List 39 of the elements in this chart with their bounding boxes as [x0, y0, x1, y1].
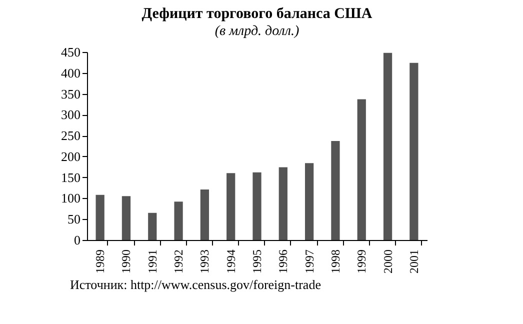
bar — [410, 62, 418, 240]
y-tick-label: 300 — [61, 107, 80, 122]
y-tick-label: 50 — [68, 212, 80, 227]
text: Источник: http://www.census.gov/foreign-trade — [70, 277, 322, 293]
bar — [383, 52, 392, 240]
bar — [122, 196, 131, 240]
bar — [148, 212, 157, 240]
chart-subtitle: (в млрд. долл.) — [214, 24, 300, 39]
bar — [304, 163, 314, 240]
y-tick-label: 450 — [61, 44, 80, 60]
x-tick-label: 1997 — [302, 250, 316, 274]
x-tick-label: 1993 — [198, 250, 212, 274]
x-tick-label: 1989 — [93, 250, 108, 274]
bar — [357, 99, 366, 240]
y-tick-label: 100 — [61, 190, 80, 206]
y-tick-label: 250 — [61, 128, 80, 144]
x-tick-label: 1996 — [276, 250, 290, 274]
x-tick-label: 1995 — [250, 250, 264, 274]
bar — [200, 189, 210, 240]
bar — [278, 167, 288, 240]
x-tick-label: 2000 — [380, 250, 395, 274]
y-tick-label: 150 — [61, 170, 80, 185]
chart-title: Дефицит торгового баланса США — [142, 6, 372, 22]
y-tick-label: 200 — [61, 148, 80, 164]
bar — [96, 194, 104, 240]
x-tick-label: 1992 — [172, 250, 186, 274]
x-tick-label: 1991 — [145, 250, 160, 274]
y-tick-label: 350 — [61, 86, 80, 102]
x-tick-label: 1990 — [119, 250, 134, 274]
y-tick-label: 0 — [74, 232, 80, 248]
bar — [174, 202, 183, 240]
x-tick-label: 2001 — [406, 250, 421, 274]
bar — [226, 173, 236, 240]
bar — [331, 140, 340, 240]
x-tick-label: 1998 — [328, 250, 342, 274]
x-tick-label: 1994 — [224, 250, 238, 274]
bar — [252, 172, 262, 240]
x-tick-label: 1999 — [354, 250, 369, 274]
y-tick-label: 400 — [61, 65, 80, 80]
